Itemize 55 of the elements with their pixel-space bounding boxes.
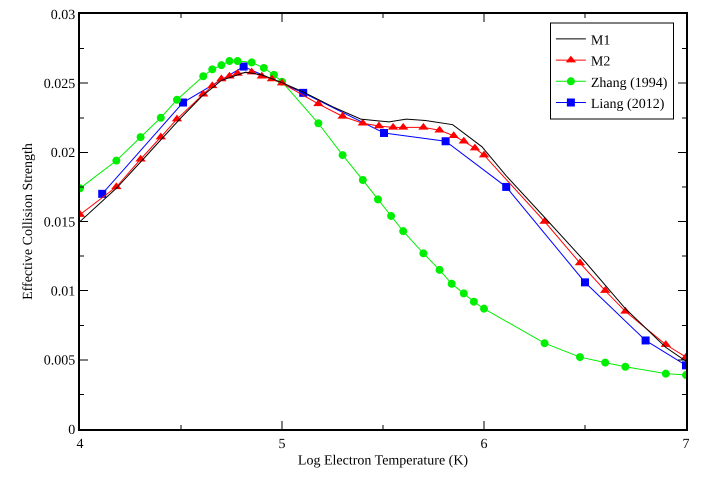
point bbox=[358, 118, 368, 126]
point bbox=[225, 57, 234, 66]
point bbox=[448, 280, 456, 288]
point bbox=[460, 289, 468, 298]
point bbox=[398, 122, 408, 130]
y-axis-title: Effective Collision Strength bbox=[20, 143, 36, 300]
point bbox=[480, 304, 488, 313]
point bbox=[240, 62, 248, 71]
point bbox=[387, 212, 396, 220]
point bbox=[601, 358, 610, 367]
point bbox=[442, 137, 450, 146]
y-tick-label: 0.02 bbox=[50, 146, 76, 162]
point bbox=[358, 176, 367, 184]
point bbox=[248, 58, 256, 66]
point bbox=[436, 266, 444, 274]
point bbox=[217, 61, 226, 70]
legend-label: M2 bbox=[590, 54, 610, 70]
point bbox=[380, 128, 388, 137]
point bbox=[662, 370, 670, 378]
point bbox=[540, 339, 549, 348]
y-tick-label: 0.005 bbox=[44, 354, 76, 369]
point bbox=[642, 336, 650, 344]
point bbox=[470, 298, 478, 306]
point bbox=[502, 182, 510, 191]
x-tick-label: 5 bbox=[278, 436, 286, 452]
point bbox=[581, 278, 589, 286]
legend-label: M1 bbox=[590, 33, 610, 48]
point bbox=[208, 65, 216, 74]
point bbox=[172, 96, 181, 104]
point bbox=[576, 353, 584, 362]
point bbox=[234, 57, 242, 66]
point bbox=[399, 227, 408, 236]
point bbox=[458, 136, 469, 144]
x-tick-label: 4 bbox=[76, 436, 84, 452]
point bbox=[98, 190, 106, 198]
point bbox=[112, 156, 120, 165]
y-tick-label: 0.01 bbox=[50, 284, 76, 300]
point bbox=[260, 64, 268, 72]
legend-label: Liang (2012) bbox=[590, 96, 665, 112]
y-tick-label: 0.025 bbox=[44, 77, 76, 92]
x-axis-title: Log Electron Temperature (K) bbox=[298, 454, 468, 469]
point bbox=[314, 119, 322, 128]
point bbox=[338, 151, 347, 160]
x-tick-label: 6 bbox=[480, 436, 488, 452]
point bbox=[621, 362, 630, 371]
y-tick-label: 0 bbox=[68, 422, 76, 438]
legend-label: Zhang (1994) bbox=[590, 76, 668, 91]
y-tick-label: 0.03 bbox=[50, 8, 76, 23]
point bbox=[136, 133, 145, 142]
x-tick-label: 7 bbox=[682, 436, 690, 452]
point bbox=[374, 195, 382, 204]
y-tick-label: 0.015 bbox=[44, 215, 76, 230]
point bbox=[419, 249, 428, 258]
point bbox=[199, 72, 208, 80]
point bbox=[156, 114, 165, 122]
